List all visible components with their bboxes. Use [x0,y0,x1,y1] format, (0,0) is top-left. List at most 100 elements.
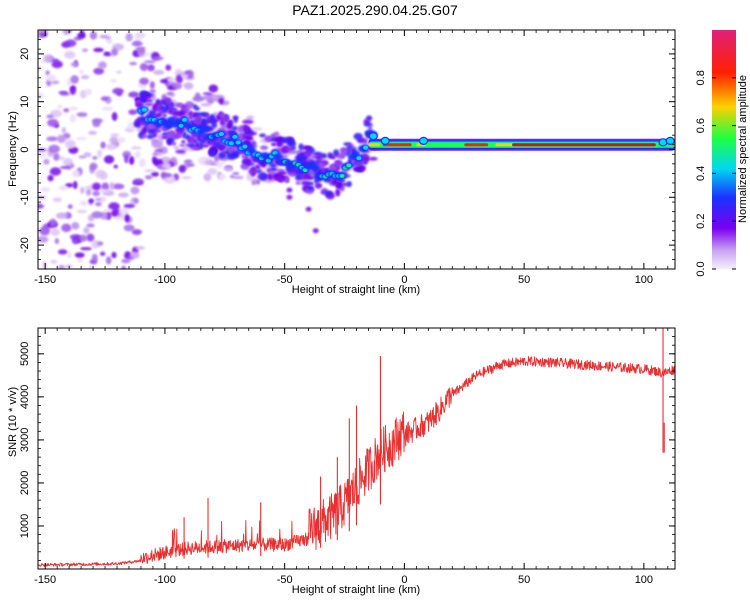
spectrogram-band-speckle [200,117,207,126]
spectrogram-speckle [128,91,140,98]
spectrogram-speckle [62,30,69,36]
spectrogram-speckle [88,198,95,204]
spectrogram-speckle [58,156,65,161]
spectrogram-band-speckle [174,102,183,107]
spectrogram-speckle [101,182,110,191]
spectrogram-speckle [132,178,145,185]
spectrogram-band-speckle [248,131,258,136]
spectrogram-speckle [165,64,172,71]
spectrogram-x-tick-label: 100 [635,274,653,286]
spectrogram-y-tick-label: 0 [19,146,31,152]
spectrogram-speckle [71,221,80,230]
spectrogram-x-tick-label: 0 [401,274,407,286]
spectrogram-band-speckle [206,139,213,146]
spectrogram-speckle [129,156,135,165]
spectrogram-band-speckle [270,167,277,171]
spectrogram-y-tick-label: 20 [19,48,31,60]
spectrogram-speckle [217,173,226,181]
spectrogram-band-speckle [193,117,202,125]
spectrogram-speckle [57,249,68,255]
spectrogram-speckle [61,223,72,233]
snr-y-tick-label: 2000 [19,471,31,495]
spectrogram-speckle [138,49,146,53]
spectrogram-band-speckle [156,103,162,111]
spectrogram-speckle [92,156,98,160]
ridge-blob-mid [356,156,362,161]
spectrogram-speckle [139,77,150,85]
spectrogram-speckle [80,75,90,80]
spectrogram-speckle [58,264,66,269]
snr-x-tick-label: -100 [154,574,176,586]
spectrogram-band-speckle [248,168,258,175]
spectrogram-speckle [65,183,74,188]
spectrogram-band-speckle [150,124,156,128]
spectrogram-band-speckle [148,109,154,118]
ridge-blob-core [340,174,344,178]
spectrogram-speckle [46,114,54,119]
spectrogram-band-speckle [306,185,314,191]
ridge-blob-mid [232,134,238,139]
spectrogram-band-speckle [171,141,177,146]
ridge-blob-mid [242,144,248,149]
ridge-line-hot-segment [495,143,513,147]
spectrogram-speckle [149,81,155,89]
spectrogram-speckle [79,186,85,194]
spectrogram-speckle [216,164,224,169]
spectrogram-speckle [251,181,256,186]
spectrogram-speckle [74,252,85,258]
spectrogram-band-speckle [134,121,140,127]
spectrogram-speckle [100,196,107,202]
spectrogram-speckle [147,64,155,72]
spectrogram-speckle [166,91,174,96]
spectrogram-speckle [58,90,68,95]
spectrogram-speckle [93,47,104,53]
spectrogram-speckle [124,154,129,164]
spectrogram-speckle [121,265,127,269]
spectrogram-speckle [138,158,147,168]
spectrogram-band-speckle [241,163,248,169]
spectrogram-speckle [123,203,136,209]
spectrogram-outlier [286,187,293,193]
snr-y-tick-label: 5000 [19,342,31,366]
ridge-line-hot-segment [368,143,381,147]
spectrogram-speckle [91,253,98,262]
spectrogram-band-speckle [361,156,371,163]
spectrogram-speckle [39,32,48,38]
spectrogram-speckle [58,185,68,191]
spectrogram-speckle [95,169,106,179]
spectrogram-speckle [109,136,119,144]
spectrogram-band-speckle [173,134,180,139]
ridge-bump [380,136,390,145]
spectrogram-band-speckle [238,125,245,131]
spectrogram-band-speckle [165,130,175,139]
spectrogram-band-speckle [339,148,349,152]
spectrogram-speckle [144,169,156,173]
spectrogram-speckle [161,156,170,160]
spectrogram-speckle [184,70,190,75]
spectrogram-speckle [241,119,254,125]
spectrogram-speckle [47,174,54,182]
spectrogram-band-speckle [227,122,233,130]
colorbar-tick-label: 0.0 [695,261,707,276]
ridge-blob-mid [235,140,241,145]
snr-x-tick-label: 50 [518,574,530,586]
colorbar-tick-label: 0.8 [695,70,707,85]
ridge-blob-outer [163,121,173,129]
spectrogram-band-speckle [181,140,186,144]
spectrogram-speckle [55,212,68,219]
spectrogram-speckle [143,60,156,64]
spectrogram-band-speckle [295,181,302,185]
spectrogram-speckle [175,74,183,84]
spectrogram-band-speckle [346,145,353,150]
spectrogram-band-speckle [256,169,262,174]
spectrogram-band-speckle [181,106,191,113]
spectrogram-speckle [232,171,240,176]
spectrogram-band-speckle [139,99,147,104]
spectrogram-speckle [130,251,140,259]
spectrogram-speckle [85,188,92,196]
spectrogram-band-speckle [171,109,179,117]
spectrogram-speckle [38,92,45,99]
spectrogram-speckle [46,136,58,142]
spectrogram-speckle [123,224,135,232]
